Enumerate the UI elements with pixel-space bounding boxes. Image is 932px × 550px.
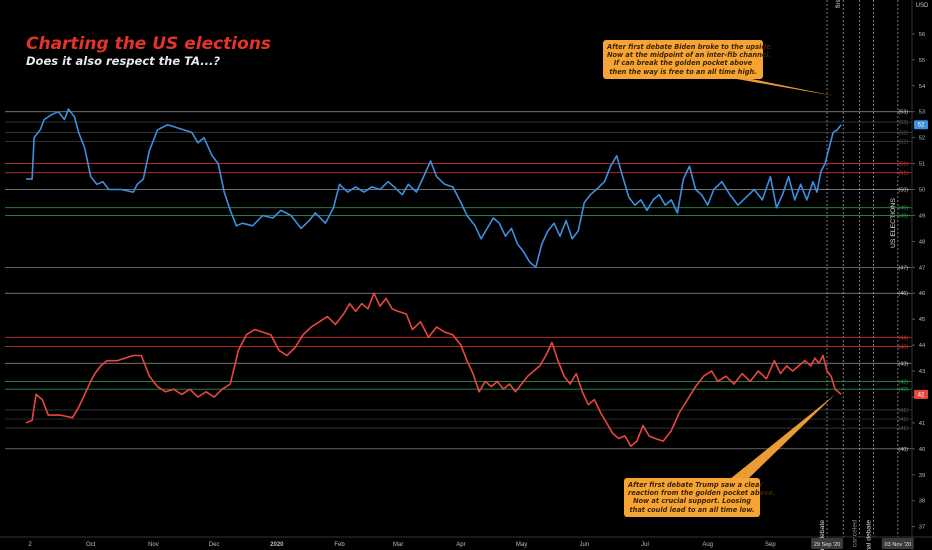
event-label: canceled	[851, 520, 858, 547]
trump-price-badge	[914, 389, 928, 399]
level-label: (40)	[898, 447, 908, 453]
level-label: (53)	[898, 120, 908, 126]
trump-annotation[interactable]: After first debate Trump saw a clear rea…	[624, 478, 776, 517]
x-axis[interactable]: 2 Oct Nov Dec 2020 Feb Mar Apr May Jun Jul Aug Sep 29…	[0, 536, 932, 549]
biden-annotation-line: If can break the golden pocket above	[613, 59, 753, 68]
trump-annotation-line: reaction from the golden pocket above.	[628, 489, 776, 498]
y-tick-label: 45	[919, 317, 925, 323]
y-axis[interactable]: USD 37 38 39 40 41 42 43 44 45 46 47 48 49 50 51 52 53 54 5…	[911, 0, 929, 550]
date-badge	[811, 538, 844, 549]
level-label: (41)	[898, 417, 908, 423]
y-tick-label: 53	[919, 110, 925, 116]
y-tick-label: 44	[919, 343, 926, 349]
date-badge	[881, 538, 914, 549]
x-tick-label: Feb	[334, 542, 345, 548]
level-label: (41)	[898, 408, 908, 414]
event-label: first running mates debate	[835, 0, 842, 8]
level-label: (42)	[898, 379, 908, 385]
level-label: (43)	[898, 361, 908, 367]
y-tick-label: 51	[919, 162, 925, 168]
biden-annotation-line: then the way is free to an all time high…	[609, 67, 757, 76]
level-label: (53)	[898, 110, 908, 116]
trump-annotation-pointer	[730, 394, 836, 479]
biden-annotation[interactable]: After first debate Biden broke to the up…	[603, 40, 774, 79]
level-label: (52)	[898, 130, 908, 136]
level-label: (47)	[898, 265, 908, 271]
level-label: (51)	[898, 162, 908, 168]
trump-annotation-line: After first debate Trump saw a clear	[628, 481, 763, 489]
event-label: US ELECTIONS	[890, 198, 897, 248]
x-tick-label: 2	[28, 542, 32, 548]
event-label: final debate	[866, 520, 873, 550]
y-tick-label: 43	[919, 369, 925, 375]
biden-annotation-line: Now at the midpoint of an inter-fib chan…	[607, 51, 772, 60]
x-tick-label: 2020	[270, 542, 284, 548]
x-tick-label: Jun	[579, 542, 589, 548]
x-tick-label: Aug	[702, 542, 713, 548]
level-label: (44)	[898, 335, 908, 341]
y-tick-label: 54	[919, 84, 926, 90]
level-label: (52)	[898, 140, 908, 146]
trump-annotation-line: that could lead to an all time low.	[629, 505, 755, 514]
level-label: (42)	[898, 387, 908, 393]
level-label: (49)	[898, 213, 908, 219]
event-label: first debate	[819, 520, 826, 550]
x-tick-label: Mar	[393, 542, 403, 548]
y-tick-label: 46	[919, 291, 925, 297]
biden-annotation-pointer	[731, 78, 836, 97]
x-tick-label: Jul	[641, 542, 649, 548]
biden-line	[26, 108, 842, 269]
level-label: (51)	[898, 171, 908, 177]
trump-price-label: 42	[918, 392, 925, 398]
x-tick-label: Sep	[765, 542, 776, 548]
date-badge-label: 29 Sep '20	[814, 542, 841, 548]
biden-price-label: 52	[918, 123, 925, 129]
y-tick-label: 48	[919, 239, 925, 245]
level-label: (50)	[898, 188, 908, 194]
chart-title: Charting the US elections	[26, 34, 272, 54]
biden-price-badge	[914, 120, 928, 130]
horizontal-levels: (53) (53) (52) (52) (51) (51) (50) (49)(49) (47)…	[5, 110, 912, 453]
x-tick-label: Dec	[209, 542, 220, 548]
chart-subtitle: Does it also respect the TA...?	[26, 54, 220, 68]
y-tick-label: 39	[919, 473, 925, 479]
level-label: (41)	[898, 426, 908, 432]
x-tick-label: Apr	[456, 542, 465, 548]
y-tick-label: 41	[919, 421, 925, 427]
annotation-pointers	[730, 78, 836, 479]
y-tick-label: 37	[919, 525, 925, 531]
level-label: (49)	[898, 206, 908, 212]
x-tick-label: Oct	[86, 542, 96, 548]
y-tick-label: 52	[919, 136, 925, 142]
y-tick-label: 50	[919, 188, 925, 194]
x-tick-label: Nov	[148, 542, 159, 548]
y-tick-label: 55	[919, 58, 925, 64]
y-tick-label: 40	[919, 447, 925, 453]
date-badge-label: 03 Nov '20	[885, 542, 912, 548]
trump-line	[25, 292, 842, 448]
x-tick-label: May	[516, 542, 527, 548]
level-label: (43)	[898, 344, 908, 350]
y-axis-label: USD	[916, 3, 929, 9]
trump-annotation-line: Now at crucial support. Loosing	[632, 497, 751, 506]
y-tick-label: 49	[919, 213, 925, 219]
biden-annotation-line: After first debate Biden broke to the up…	[607, 43, 774, 51]
level-label: (46)	[898, 291, 908, 297]
y-tick-label: 56	[919, 32, 925, 38]
series-lines	[25, 108, 842, 448]
event-lines: first debate first running mates debate ca…	[819, 0, 899, 550]
y-tick-label: 47	[919, 265, 925, 271]
y-tick-label: 38	[919, 499, 925, 505]
